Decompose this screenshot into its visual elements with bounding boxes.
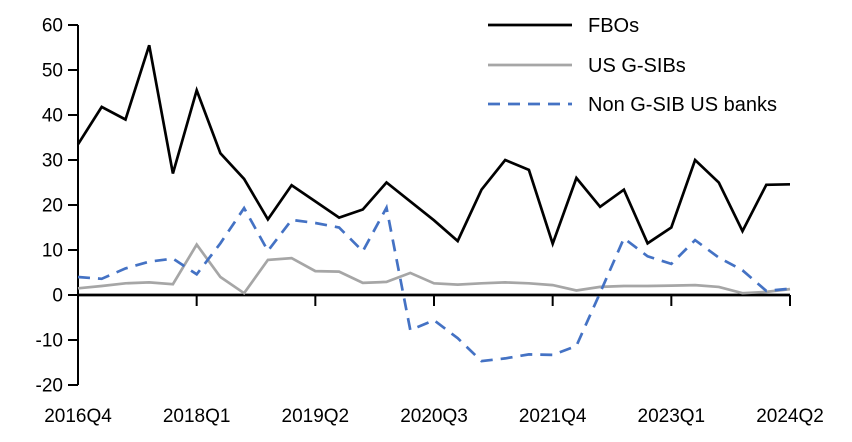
x-tick-label: 2023Q1 — [638, 406, 706, 427]
x-tick-label: 2020Q3 — [400, 406, 468, 427]
y-tick-label: 50 — [42, 61, 63, 82]
y-tick-label: 60 — [42, 16, 63, 37]
x-tick-label: 2016Q4 — [44, 406, 112, 427]
x-tick-label: 2024Q2 — [756, 406, 824, 427]
y-tick-label: 20 — [42, 196, 63, 217]
legend-item-non-g-sib-us-banks: Non G-SIB US banks — [488, 94, 777, 116]
y-tick-label: -20 — [36, 376, 63, 397]
series-line-non-g-sib-us-banks — [77, 203, 791, 363]
y-axis: 60 50 40 30 20 10 0 -10 -20 — [36, 16, 79, 397]
legend-label-fbos: FBOs — [588, 15, 639, 37]
x-axis: 2016Q4 2018Q1 2019Q2 2020Q3 2021Q4 2023Q1 2024… — [44, 293, 824, 427]
x-tick-label: 2021Q4 — [519, 406, 587, 427]
y-tick-label: 40 — [42, 106, 63, 127]
x-tick-label: 2019Q2 — [282, 406, 350, 427]
series-line-us-g-sibs — [77, 242, 791, 296]
y-tick-label: 10 — [42, 241, 63, 262]
legend-label-non-g-sib-us-banks: Non G-SIB US banks — [588, 94, 777, 116]
series-line-fbos — [76, 44, 791, 248]
x-tick-label: 2018Q1 — [163, 406, 231, 427]
y-tick-label: 30 — [42, 151, 63, 172]
y-tick-label: -10 — [36, 331, 63, 352]
y-tick-label: 0 — [52, 286, 63, 307]
legend-label-us-g-sibs: US G-SIBs — [588, 55, 686, 77]
legend-item-us-g-sibs: US G-SIBs — [488, 55, 686, 77]
legend: FBOs US G-SIBs Non G-SIB US banks — [488, 15, 777, 116]
legend-item-fbos: FBOs — [488, 15, 639, 37]
